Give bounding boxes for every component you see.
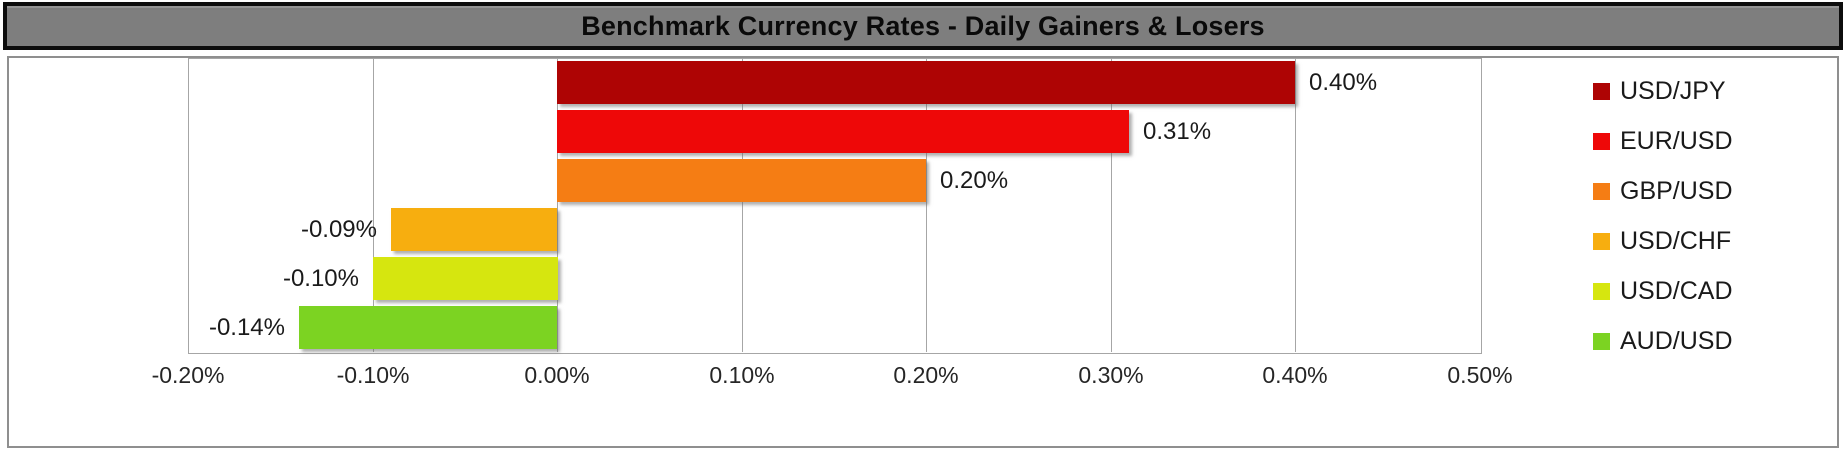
- bar-aud-usd: [299, 306, 557, 349]
- legend-label: AUD/USD: [1620, 326, 1733, 355]
- legend-label: EUR/USD: [1620, 126, 1733, 155]
- legend-item-aud-usd: AUD/USD: [1593, 316, 1733, 366]
- bar-usd-jpy: [557, 61, 1295, 104]
- bar-usd-chf: [391, 208, 557, 251]
- x-tick-label: 0.20%: [893, 362, 959, 388]
- x-tick-label: 0.30%: [1078, 362, 1144, 388]
- legend-swatch-icon: [1593, 282, 1610, 300]
- gridline: [742, 58, 743, 352]
- x-tick-label: 0.10%: [709, 362, 775, 388]
- x-tick-label: -0.10%: [336, 362, 410, 388]
- gridline: [1295, 58, 1296, 352]
- gridline: [373, 58, 374, 352]
- gridline: [926, 58, 927, 352]
- legend-swatch-icon: [1593, 332, 1610, 350]
- chart-title-banner: Benchmark Currency Rates - Daily Gainers…: [3, 2, 1843, 50]
- legend-swatch-icon: [1593, 182, 1610, 200]
- x-tick-label: -0.20%: [151, 362, 225, 388]
- legend-label: GBP/USD: [1620, 176, 1733, 205]
- gridline: [557, 58, 558, 352]
- legend-label: USD/CAD: [1620, 276, 1733, 305]
- data-label-gbp-usd: 0.20%: [940, 167, 1009, 194]
- bar-gbp-usd: [557, 159, 926, 202]
- x-tick-label: 0.50%: [1447, 362, 1513, 388]
- gridline: [1111, 58, 1112, 352]
- legend-item-usd-chf: USD/CHF: [1593, 216, 1733, 266]
- data-label-usd-cad: -0.10%: [282, 265, 359, 292]
- data-label-usd-jpy: 0.40%: [1309, 69, 1378, 96]
- plot-area: [188, 58, 1482, 354]
- chart-title: Benchmark Currency Rates - Daily Gainers…: [581, 10, 1265, 41]
- legend-label: USD/JPY: [1620, 76, 1726, 105]
- x-tick-label: 0.40%: [1262, 362, 1328, 388]
- bar-usd-cad: [373, 257, 558, 300]
- legend-swatch-icon: [1593, 232, 1610, 250]
- legend: USD/JPY EUR/USD GBP/USD USD/CHF USD/CAD AUD/U…: [1593, 66, 1733, 366]
- bar-eur-usd: [557, 110, 1129, 153]
- data-label-eur-usd: 0.31%: [1143, 118, 1212, 145]
- x-tick-label: 0.00%: [524, 362, 590, 388]
- legend-swatch-icon: [1593, 132, 1610, 150]
- data-label-aud-usd: -0.14%: [208, 314, 285, 341]
- legend-swatch-icon: [1593, 82, 1610, 100]
- legend-item-usd-cad: USD/CAD: [1593, 266, 1733, 316]
- legend-item-usd-jpy: USD/JPY: [1593, 66, 1733, 116]
- legend-item-gbp-usd: GBP/USD: [1593, 166, 1733, 216]
- data-label-usd-chf: -0.09%: [300, 216, 377, 243]
- legend-label: USD/CHF: [1620, 226, 1732, 255]
- legend-item-eur-usd: EUR/USD: [1593, 116, 1733, 166]
